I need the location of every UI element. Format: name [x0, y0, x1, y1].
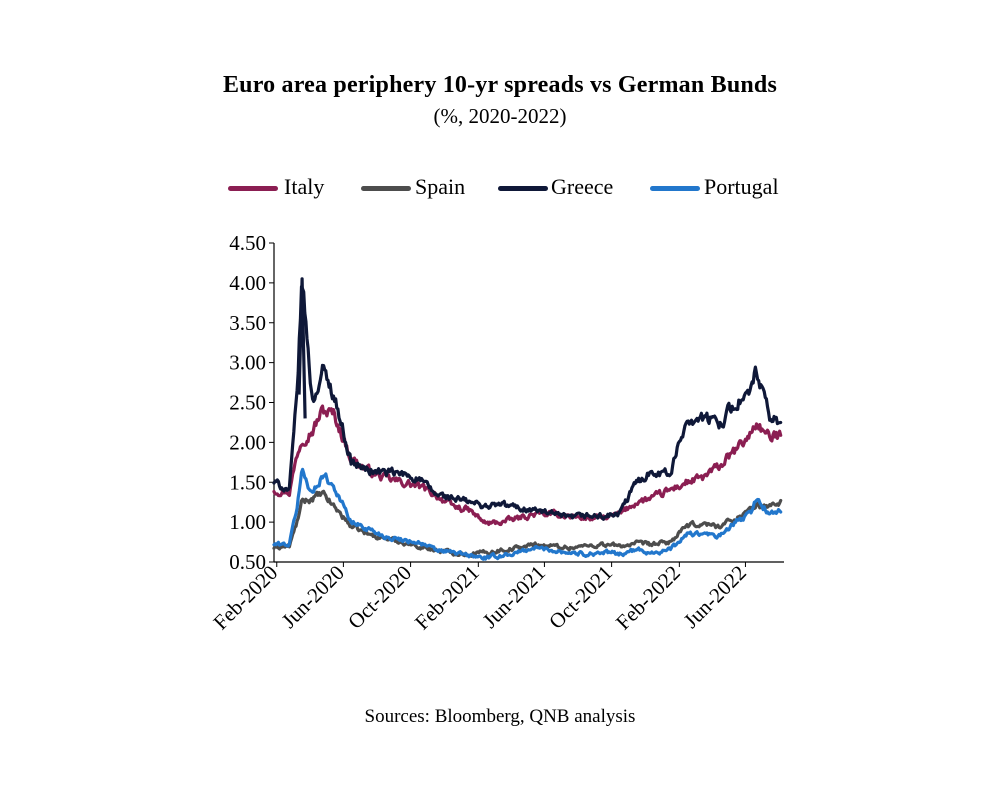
legend-swatch-italy	[228, 186, 278, 191]
x-tick-label: Oct-2021	[544, 561, 617, 634]
x-tick-label: Feb-2021	[410, 561, 484, 635]
legend-label-portugal: Portugal	[704, 174, 779, 199]
y-tick-label: 4.00	[229, 271, 266, 295]
legend-swatch-greece	[498, 186, 548, 191]
chart-title: Euro area periphery 10-yr spreads vs Ger…	[222, 72, 778, 98]
legend-label-italy: Italy	[284, 174, 325, 199]
y-tick-label: 4.50	[229, 231, 266, 255]
series-peak-greece	[297, 277, 307, 419]
legend-swatch-spain	[361, 186, 411, 191]
y-tick-label: 1.00	[229, 510, 266, 534]
y-tick-label: 3.00	[229, 351, 266, 375]
x-tick-label: Jun-2020	[277, 561, 349, 633]
y-tick-label: 3.50	[229, 311, 266, 335]
x-tick-label: Feb-2022	[611, 561, 685, 635]
chart-subtitle: (%, 2020-2022)	[433, 104, 567, 128]
source-note: Sources: Bloomberg, QNB analysis	[364, 706, 636, 727]
x-tick-label: Jun-2021	[478, 561, 550, 633]
legend-label-spain: Spain	[415, 174, 466, 199]
y-tick-label: 1.50	[229, 470, 266, 494]
y-tick-label: 0.50	[229, 550, 266, 574]
y-tick-label: 2.50	[229, 391, 266, 415]
series-line-portugal	[272, 467, 783, 561]
x-tick-label: Oct-2020	[343, 561, 416, 634]
y-tick-label: 2.00	[229, 430, 266, 454]
legend: Italy Spain Greece Portugal	[0, 174, 1000, 204]
x-tick-label: Jun-2022	[679, 561, 751, 633]
legend-swatch-portugal	[650, 186, 700, 191]
series-line-spain	[272, 489, 783, 558]
legend-label-greece: Greece	[551, 174, 614, 199]
series-line-greece	[272, 285, 783, 521]
